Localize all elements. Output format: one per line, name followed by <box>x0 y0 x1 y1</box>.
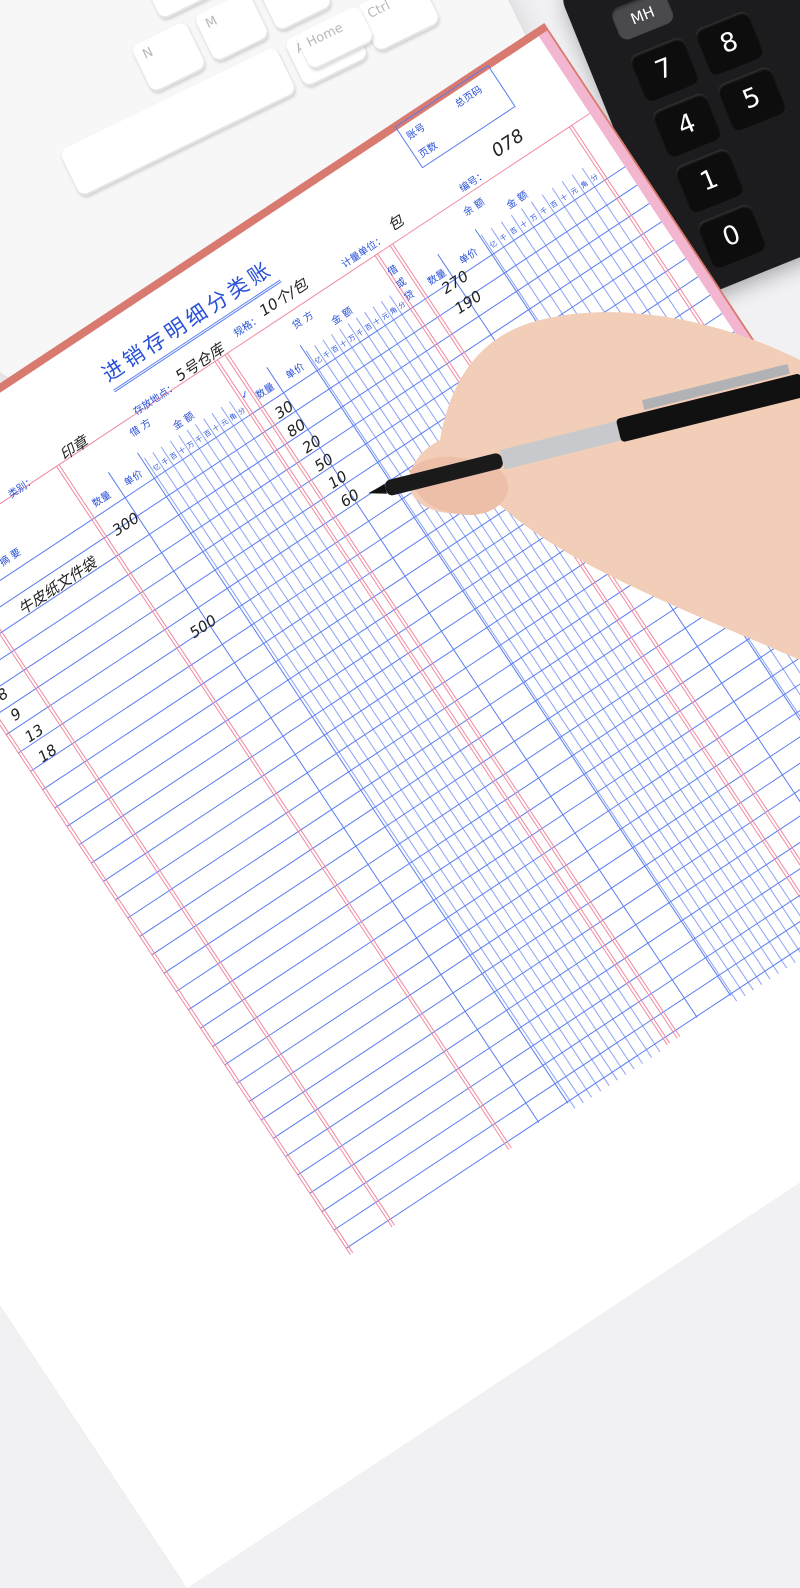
hand-with-pen <box>368 312 800 660</box>
pen-icon <box>368 363 800 496</box>
